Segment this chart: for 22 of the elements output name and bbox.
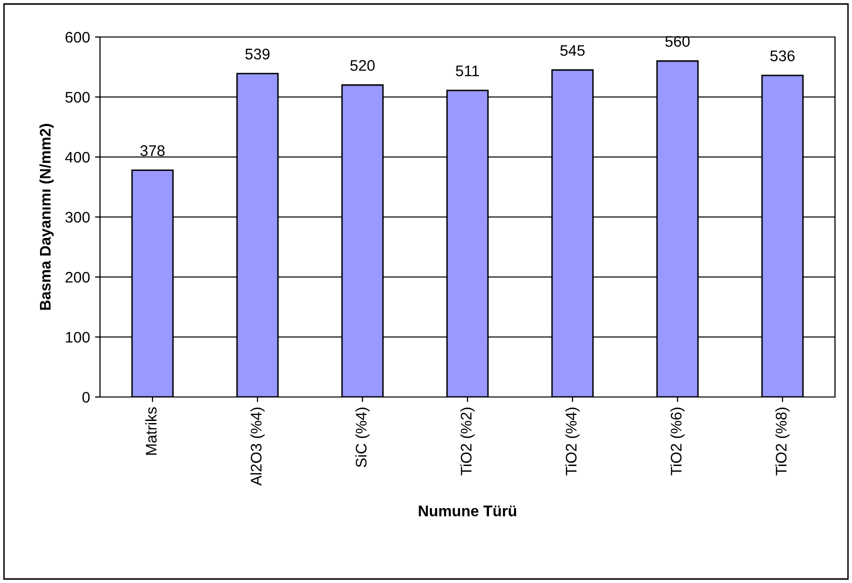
x-axis-title: Numune Türü: [418, 506, 516, 516]
y-tick-label: 100: [66, 332, 90, 343]
y-tick-label: 400: [65, 152, 90, 163]
data-label: 378: [140, 145, 165, 156]
y-tick-label: 500: [65, 92, 90, 103]
x-tick-label: TiO2 (%2): [460, 408, 475, 476]
x-tick-label: TiO2 (%8): [775, 408, 790, 476]
x-tick-label: Matriks: [145, 407, 157, 455]
data-label: 539: [245, 48, 270, 60]
y-axis-title: Basma Dayanımı (N/mm2): [39, 124, 54, 310]
y-tick-label: 0: [82, 392, 90, 403]
x-tick-label: TiO2 (%4): [565, 408, 580, 476]
data-label: 536: [770, 50, 795, 62]
x-tick-label: TiO2 (%6): [670, 408, 685, 476]
data-label: 520: [350, 60, 375, 71]
y-tick-label: 200: [66, 272, 90, 283]
x-tick-label: SiC (%4): [355, 408, 370, 468]
data-label: 511: [456, 66, 479, 76]
y-tick-label: 300: [65, 212, 90, 223]
data-label: 545: [560, 45, 585, 56]
x-tick-label: Al2O3 (%4): [250, 408, 265, 486]
y-tick-label: 600: [66, 32, 90, 43]
